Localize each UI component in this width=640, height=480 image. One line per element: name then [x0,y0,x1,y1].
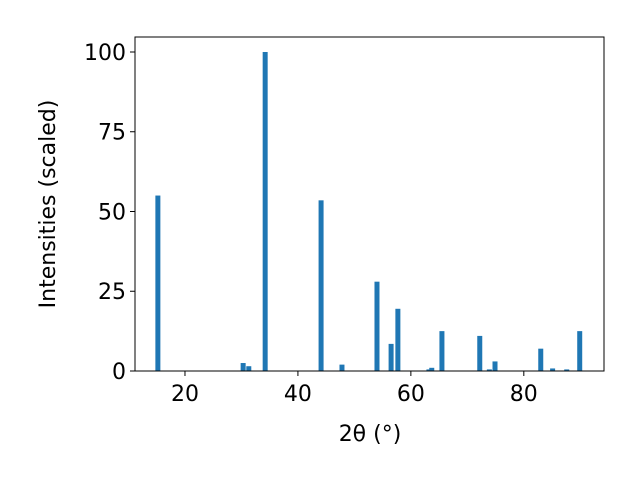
x-tick-label: 80 [510,382,538,407]
bar [240,363,246,371]
bar [439,331,445,371]
bar [429,367,435,371]
bar [477,335,483,371]
bar [155,195,161,371]
bar [564,369,570,371]
bar [395,308,401,371]
x-tick-label: 40 [284,382,312,407]
bar [426,369,432,371]
bar [374,281,380,371]
bar [246,366,252,371]
x-tick-label: 60 [397,382,425,407]
plot-frame [134,36,605,372]
y-tick-label: 0 [112,360,126,385]
y-axis-label: Intensities (scaled) [36,100,61,309]
bar [550,368,556,371]
bar [388,343,394,371]
y-tick-label: 50 [98,200,126,225]
bar [486,369,492,371]
bar [339,364,345,371]
bar [492,361,498,371]
y-tick-label: 25 [98,280,126,305]
x-axis-label: 2θ (°) [339,422,402,447]
bar [538,348,544,371]
bar [577,331,583,371]
y-tick-label: 75 [98,121,126,146]
y-tick-label: 100 [84,41,126,66]
bar [318,200,324,371]
x-tick-label: 20 [171,382,199,407]
bar [262,51,268,371]
